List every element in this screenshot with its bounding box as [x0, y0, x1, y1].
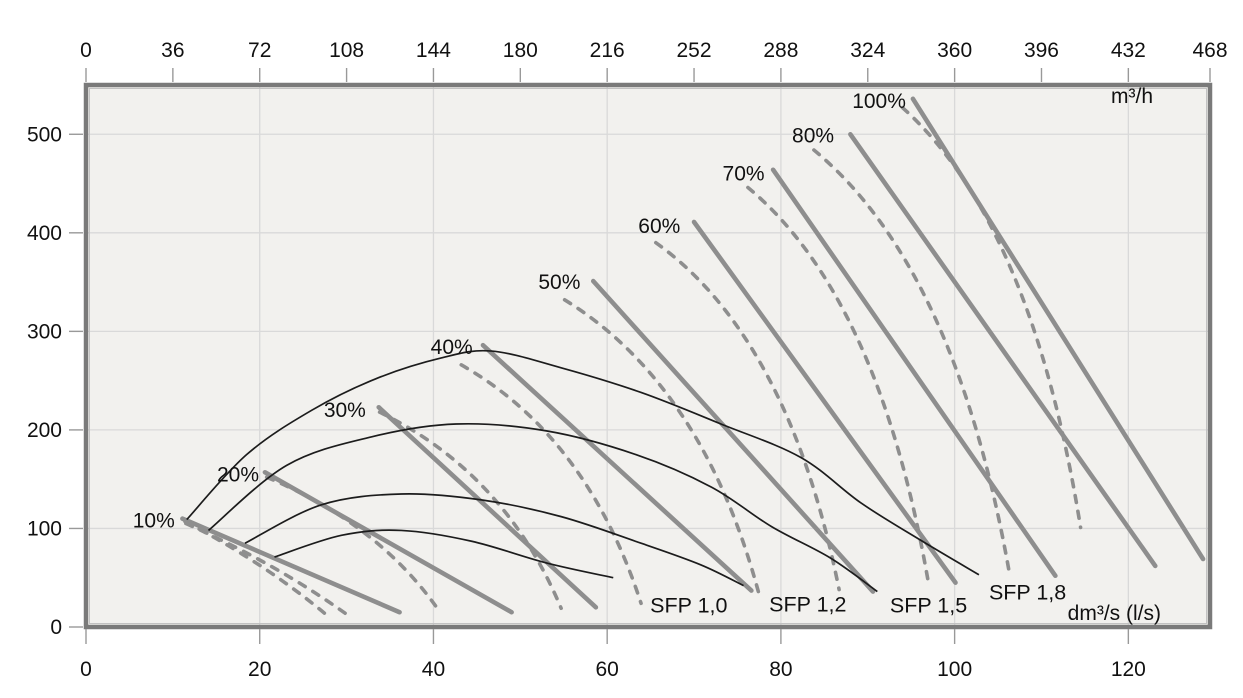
supply-fan-speed-curve — [480, 342, 754, 593]
bottom-axis-tick-label: 0 — [80, 658, 92, 681]
supply-fan-speed-curve — [770, 167, 1058, 579]
fan-speed-curve-label: 60% — [638, 215, 680, 238]
extract-fan-speed-curve — [900, 105, 1083, 530]
bottom-axis-tick-label: 40 — [422, 658, 445, 681]
top-axis-tick-label: 72 — [248, 39, 271, 62]
top-axis-tick-label: 108 — [329, 39, 364, 62]
sfp-curve-label: SFP 1,8 — [989, 581, 1066, 605]
fan-speed-curve-label: 100% — [852, 90, 906, 113]
bottom-axis-tick-label: 80 — [769, 658, 792, 681]
supply-fan-speed-curves — [180, 96, 1206, 615]
left-axis-tick-label: 500 — [27, 123, 62, 146]
top-axis-tick-label: 432 — [1111, 39, 1146, 62]
top-axis-tick-label: 468 — [1192, 39, 1227, 62]
top-axis-unit-label: m³/h — [1111, 85, 1153, 108]
bottom-axis-tick-label: 120 — [1111, 658, 1146, 681]
extract-fan-speed-curve — [746, 185, 931, 586]
fan-speed-curve-label: 50% — [538, 271, 580, 294]
supply-fan-speed-curve — [691, 219, 958, 585]
top-axis-tick-label: 360 — [937, 39, 972, 62]
left-axis-tick-label: 300 — [27, 320, 62, 343]
sfp-curve-label: SFP 1,0 — [650, 593, 727, 617]
left-axis-tick-label: 100 — [27, 517, 62, 540]
fan-speed-curve-label: 10% — [133, 510, 175, 533]
top-axis-tick-label: 36 — [161, 39, 184, 62]
left-axis-tick-label: 0 — [50, 616, 62, 639]
sfp-curve — [186, 349, 980, 576]
top-axis-tick-label: 324 — [850, 39, 885, 62]
sfp-curve — [244, 492, 744, 587]
top-axis-tick-label: 252 — [677, 39, 712, 62]
plot-frame-inner — [89, 88, 1207, 624]
bottom-axis-tick-label: 100 — [937, 658, 972, 681]
left-axis-tick-label: 400 — [27, 222, 62, 245]
curve-labels: 10% 20% 30% 40% 50% 60% 70% 80% 100% SFP 1,0 SFP 1… — [133, 90, 1067, 618]
bottom-axis-tick-label: 20 — [248, 658, 271, 681]
sfp-curves — [186, 349, 980, 593]
sfp-curve — [207, 422, 878, 593]
top-axis-tick-label: 396 — [1024, 39, 1059, 62]
axis-ticks — [69, 68, 1211, 644]
fan-speed-curve-label: 70% — [723, 163, 765, 186]
fan-speed-curve-label: 40% — [431, 336, 473, 359]
bottom-axis-unit-label: dm³/s (l/s) — [1068, 602, 1161, 625]
fan-speed-curve-label: 20% — [217, 463, 259, 486]
extract-fan-speed-curve — [654, 240, 841, 592]
sfp-curve — [274, 529, 614, 579]
extract-fan-speed-curve — [562, 298, 761, 594]
extract-fan-speed-curves — [183, 105, 1083, 619]
plot-area — [86, 85, 1210, 627]
sfp-curve-label: SFP 1,2 — [769, 592, 846, 616]
top-axis-tick-label: 0 — [80, 39, 92, 62]
supply-fan-speed-curve — [180, 516, 402, 615]
fan-speed-curve-label: 30% — [324, 399, 366, 422]
extract-fan-speed-curve — [184, 521, 351, 618]
sfp-curve-label: SFP 1,5 — [890, 593, 967, 617]
top-axis-tick-label: 180 — [503, 39, 538, 62]
extract-fan-speed-curve — [264, 475, 441, 613]
supply-fan-speed-curve — [910, 96, 1206, 562]
supply-fan-speed-curve — [376, 404, 599, 610]
extract-fan-speed-curve — [812, 148, 1013, 580]
axis-tick-labels: 0 36 72 108 144 180 216 252 288 324 360 396 432 468 0 2… — [27, 39, 1228, 681]
left-axis-tick-label: 200 — [27, 419, 62, 442]
extract-fan-speed-curve — [459, 363, 643, 606]
top-axis-tick-label: 216 — [590, 39, 625, 62]
fan-speed-curve-label: 80% — [792, 124, 834, 147]
plot-frame — [83, 82, 1213, 630]
top-axis-tick-label: 144 — [416, 39, 451, 62]
bottom-axis-tick-label: 60 — [595, 658, 618, 681]
supply-fan-speed-curve — [848, 131, 1158, 569]
top-axis-tick-label: 288 — [763, 39, 798, 62]
supply-fan-speed-curve — [590, 278, 876, 594]
supply-fan-speed-curve — [262, 469, 514, 615]
